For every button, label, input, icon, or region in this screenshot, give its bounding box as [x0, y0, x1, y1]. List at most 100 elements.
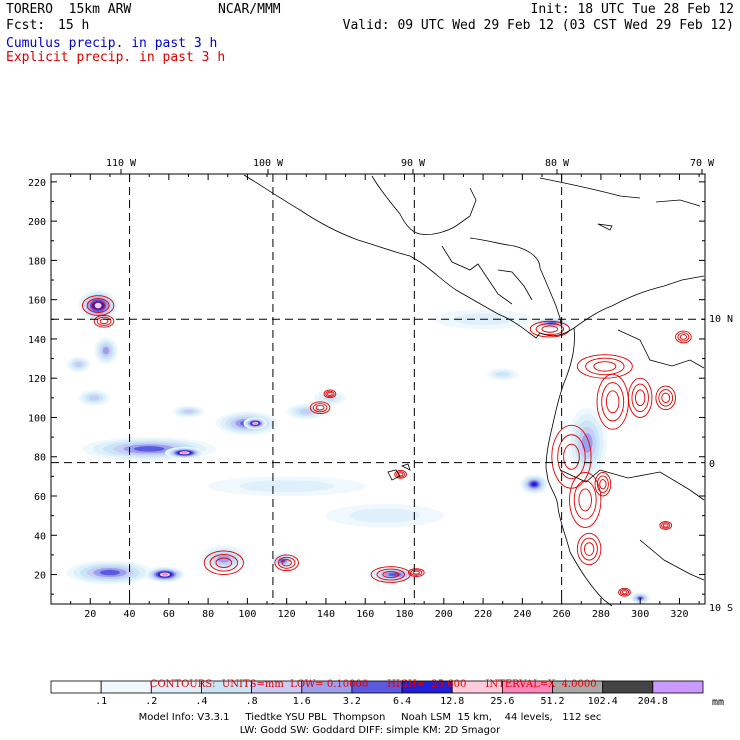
lon-label-2: 90 W [401, 158, 426, 169]
contours-low: LOW= 0.10000 [290, 679, 369, 690]
explicit-contour-9-1 [535, 323, 565, 336]
explicit-contour-14-0 [551, 424, 592, 489]
explicit-contour-17-2 [599, 479, 607, 490]
colorbar-label-5: 3.2 [342, 696, 361, 707]
explicit-contour-11-2 [605, 390, 620, 414]
contours-units: UNITS=mm [221, 679, 284, 690]
explicit-contour-11-1 [601, 382, 625, 422]
island-galapagos [387, 463, 411, 481]
coastline-colombia-pacific [545, 327, 575, 553]
graticule [51, 174, 705, 604]
explicit-contour-4-2 [397, 472, 404, 477]
colorbar-label-9: 51.2 [540, 696, 565, 707]
y-axis-ticks: 20 40 60 80 100 120 140 160 180 200 220 [28, 178, 705, 595]
border-central-america [441, 245, 513, 305]
cumulus-precip-fill [66, 289, 651, 605]
explicit-contour-4-0 [394, 470, 407, 479]
explicit-contour-5-0 [203, 550, 244, 575]
x-tick-label-320: 320 [670, 609, 688, 620]
explicit-contour-13-0 [655, 385, 676, 411]
colorbar-label-7: 12.8 [440, 696, 465, 707]
border-colombia-peru [599, 469, 705, 501]
precip-blob-4-level-6 [133, 446, 165, 452]
forecast-value: 15 h [58, 18, 90, 33]
explicit-contour-0-0 [81, 295, 115, 316]
explicit-contour-12-2 [635, 389, 646, 407]
precip-blob-11-level-6 [99, 569, 120, 576]
explicit-contour-6-0 [274, 554, 299, 572]
explicit-contour-2-0 [309, 401, 331, 414]
x-tick-label-160: 160 [356, 609, 374, 620]
explicit-contour-13-2 [661, 392, 671, 403]
explicit-contour-8-0 [407, 568, 425, 577]
explicit-contour-16-0 [576, 532, 602, 566]
coastlines [243, 174, 705, 607]
model-info-line2: LW: Godd SW: Goddard DIFF: simple KM: 2D… [239, 725, 501, 736]
x-tick-label-220: 220 [474, 609, 492, 620]
x-tick-label-80: 80 [202, 609, 214, 620]
colorbar-label-6: 6.4 [393, 696, 412, 707]
x-axis-ticks: 20 40 60 80 100 120 140 160 180 200 220 240 260 280 30… [70, 174, 700, 620]
valid-time: Valid: 09 UTC Wed 29 Feb 12 (03 CST Wed … [342, 18, 734, 33]
explicit-contour-6-1 [277, 556, 296, 569]
y-tick-label-220: 220 [28, 178, 46, 189]
explicit-contour-19-1 [619, 589, 630, 596]
explicit-contour-2-1 [312, 403, 328, 413]
explicit-contour-8-1 [410, 569, 423, 576]
coastline-mexico [243, 174, 541, 339]
coastline-gulf-hondurans [469, 237, 563, 331]
lon-label-3: 80 W [545, 158, 570, 169]
x-tick-label-40: 40 [124, 609, 136, 620]
colorbar [50, 680, 704, 694]
explicit-contour-8-2 [412, 570, 420, 575]
explicit-contour-9-0 [529, 320, 570, 338]
precip-blob-13-level-5 [217, 555, 231, 563]
explicit-contour-19-2 [621, 590, 628, 595]
colorbar-swatch-12 [652, 680, 704, 694]
explicit-contour-2-2 [315, 404, 325, 411]
explicit-contour-3-2 [327, 391, 333, 396]
coastline-yucatan [371, 175, 477, 235]
y-tick-label-100: 100 [28, 413, 46, 424]
x-tick-label-180: 180 [395, 609, 413, 620]
plot-frame [50, 173, 706, 605]
precip-blob-21-level-2 [239, 480, 334, 493]
x-tick-label-200: 200 [435, 609, 453, 620]
explicit-contour-5-2 [215, 557, 233, 568]
x-tick-label-260: 260 [553, 609, 571, 620]
x-tick-label-240: 240 [513, 609, 531, 620]
colorbar-unit: mm [712, 697, 725, 708]
y-tick-label-120: 120 [28, 374, 46, 385]
explicit-contour-9-2 [541, 325, 559, 333]
explicit-contour-13-1 [658, 389, 674, 407]
y-tick-label-60: 60 [34, 492, 46, 503]
organization-label: NCAR/MMM [218, 2, 281, 17]
explicit-contour-0-1 [86, 298, 110, 313]
explicit-contour-20-1 [661, 522, 671, 529]
explicit-contour-5-1 [209, 554, 239, 572]
x-tick-label-20: 20 [84, 609, 96, 620]
precip-blob-9-level-4 [299, 408, 313, 415]
explicit-contour-7-0 [370, 566, 411, 583]
contours-interval: INTERVAL=X 4.0000 [485, 679, 597, 690]
explicit-precip-contours [81, 295, 692, 597]
precip-blob-2-level-4 [74, 361, 83, 368]
model-title: TORERO 15km ARW [6, 2, 132, 17]
colorbar-label-1: .2 [145, 696, 158, 707]
y-tick-label-140: 140 [28, 335, 46, 346]
explicit-contour-10-2 [593, 361, 617, 372]
coastline-peru [569, 551, 613, 607]
explicit-contour-20-2 [662, 523, 669, 528]
lat-label-0: 10 N [709, 314, 733, 325]
explicit-contour-3-1 [325, 390, 335, 398]
forecast-label: Fcst: [6, 18, 46, 33]
explicit-contour-15-0 [569, 471, 602, 528]
precip-blob-8-level-4 [183, 409, 194, 414]
model-info-line1: Model Info: V3.3.1 Tiedtke YSU PBL Thomp… [138, 712, 602, 723]
explicit-contour-14-2 [563, 443, 580, 470]
island-hispaniola [655, 199, 701, 207]
explicit-contour-19-0 [618, 587, 631, 597]
colorbar-label-8: 25.6 [490, 696, 515, 707]
explicit-contour-17-0 [594, 471, 612, 497]
precip-blob-16-level-3 [495, 371, 510, 377]
